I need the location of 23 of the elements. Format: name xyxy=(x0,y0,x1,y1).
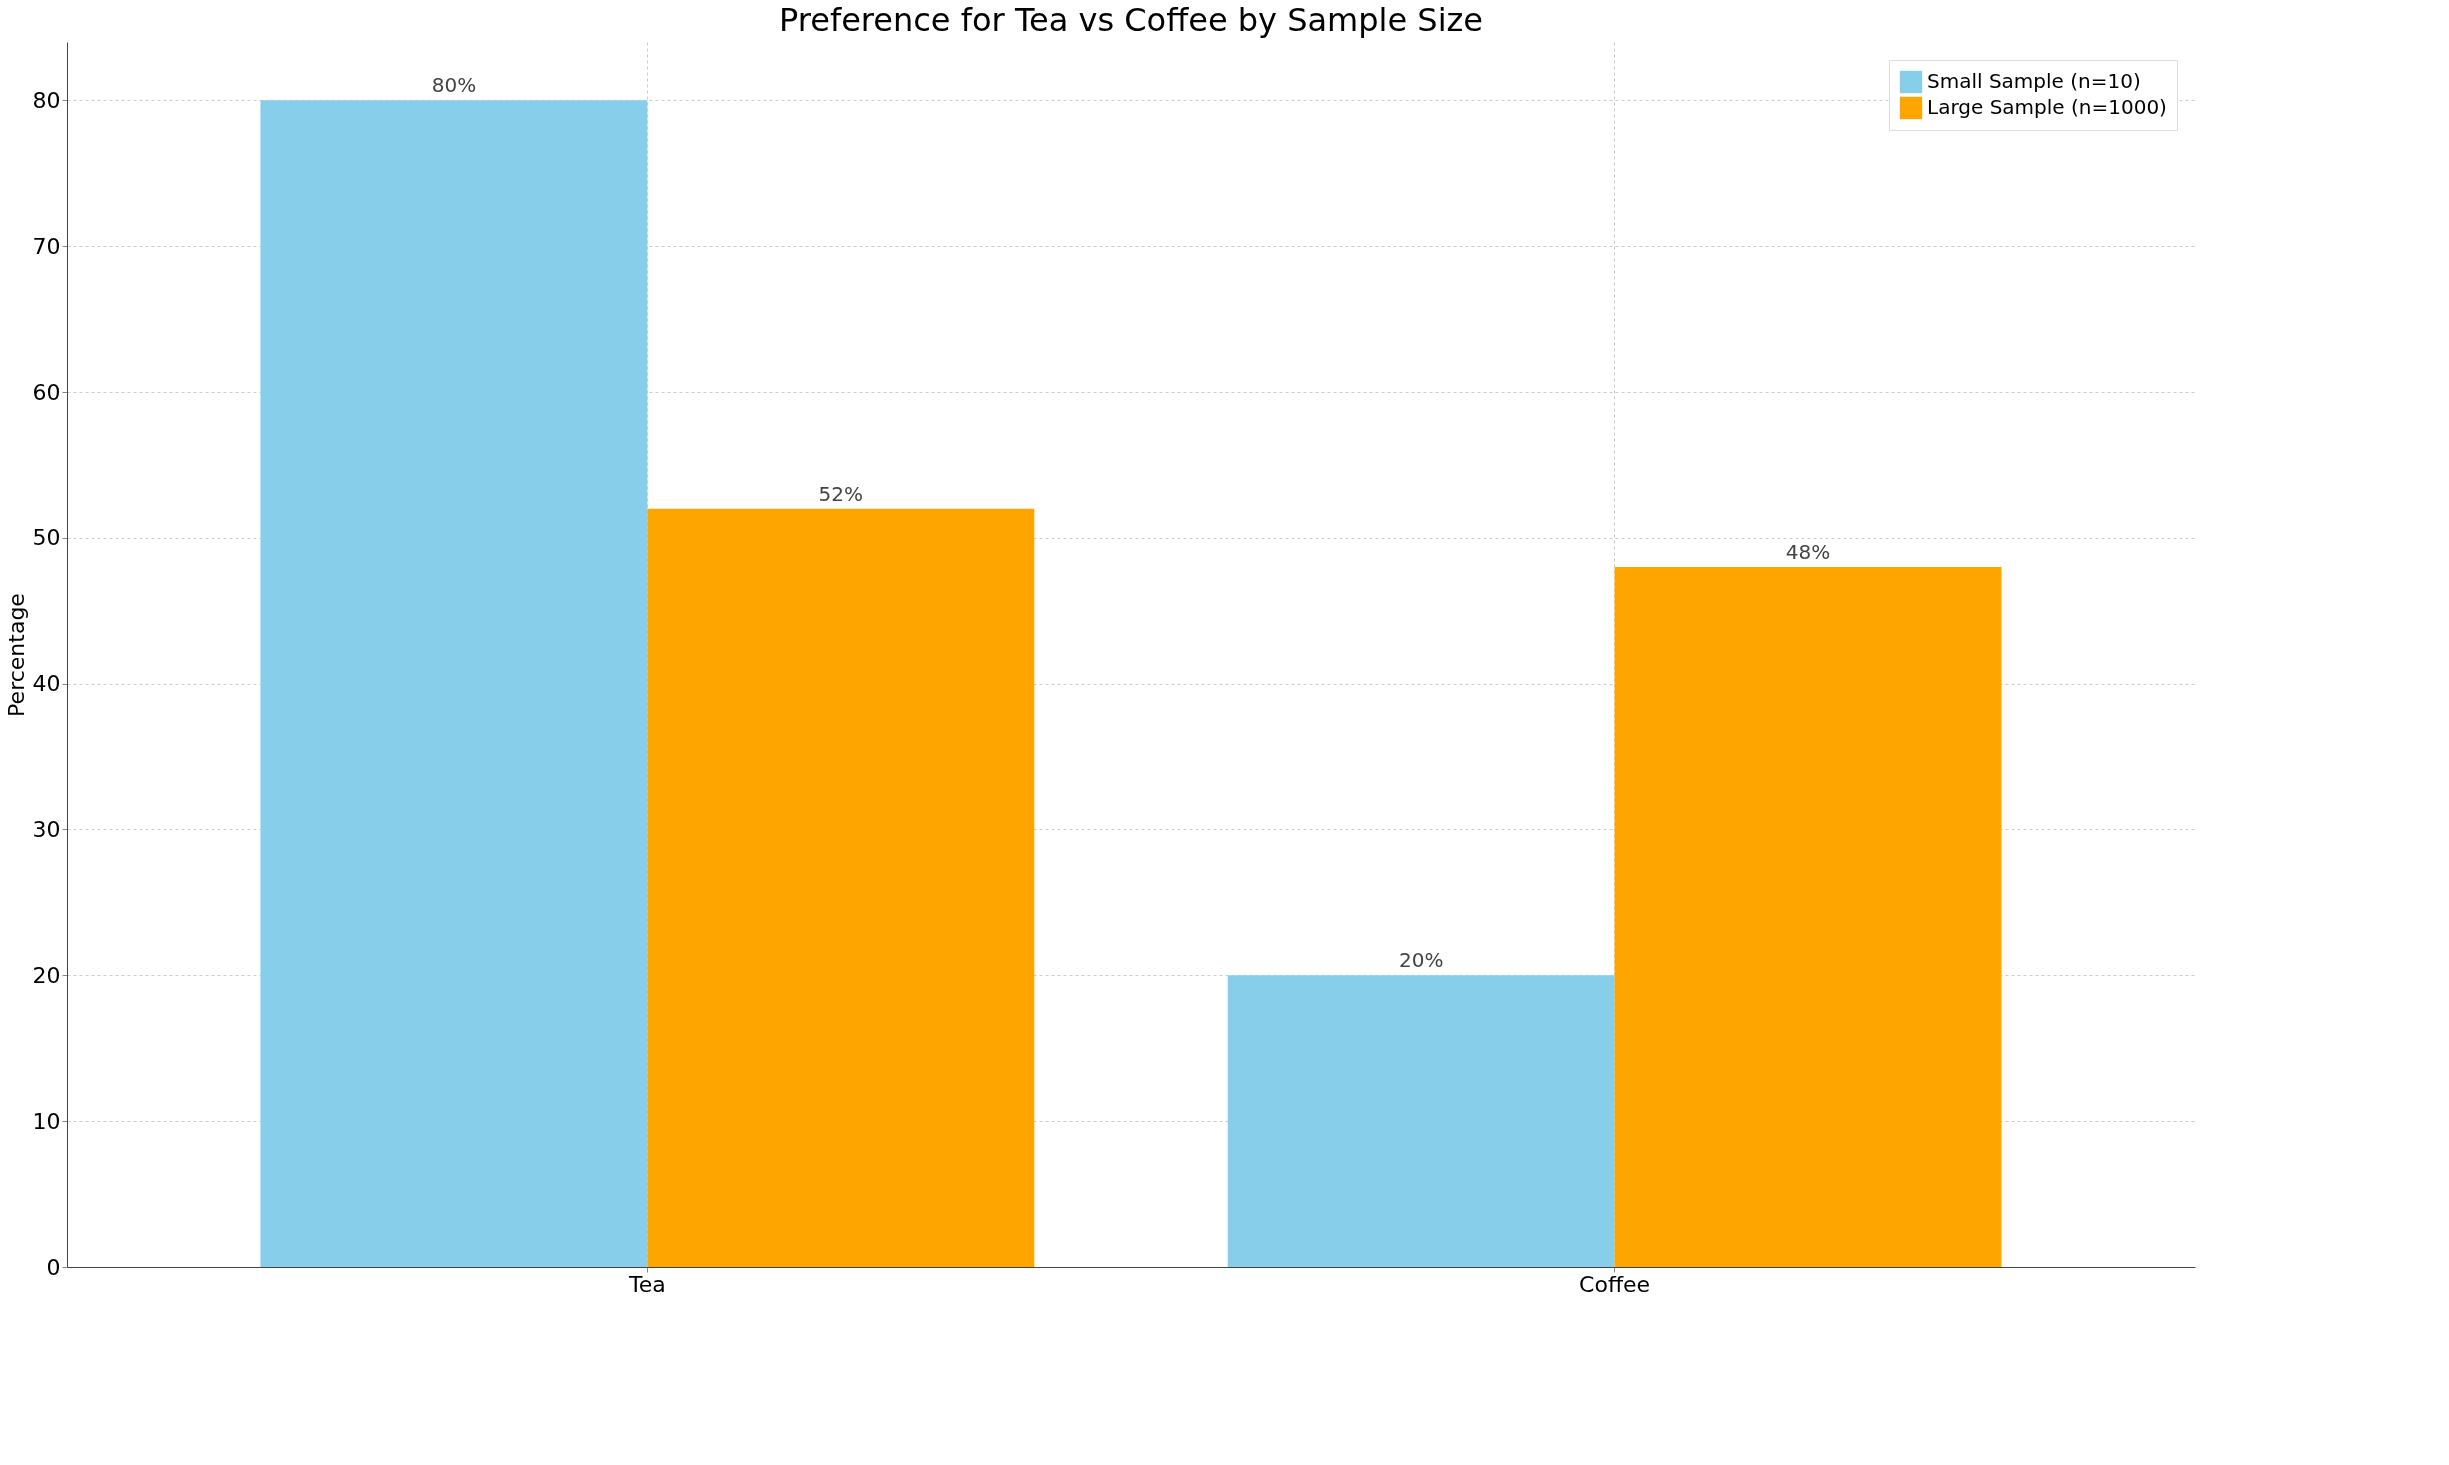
y-tick-label: 10 xyxy=(32,1108,61,1134)
y-tick-label: 60 xyxy=(32,379,61,405)
data-label: 48% xyxy=(1785,540,1831,564)
data-label: 20% xyxy=(1398,948,1444,973)
x-tick-label: Tea xyxy=(628,1271,666,1297)
y-tick-label: 40 xyxy=(32,671,61,697)
bar xyxy=(1614,567,2002,1267)
legend-label: Small Sample (n=10) xyxy=(1927,69,2141,93)
bar xyxy=(1227,975,1615,1267)
data-label: 52% xyxy=(818,481,864,506)
y-tick-label: 20 xyxy=(32,962,61,988)
y-tick-label: 80 xyxy=(32,87,61,113)
x-tick-label: Coffee xyxy=(1579,1271,1651,1297)
legend-label: Large Sample (n=1000) xyxy=(1927,95,2167,119)
y-tick-label: 50 xyxy=(32,525,61,551)
y-tick-label: 0 xyxy=(46,1254,61,1280)
chart-title: Preference for Tea vs Coffee by Sample Size xyxy=(778,1,1484,39)
bar xyxy=(647,508,1035,1267)
y-tick-label: 70 xyxy=(32,233,61,259)
y-axis-title: Percentage xyxy=(3,593,29,717)
data-label: 80% xyxy=(431,73,477,98)
bar xyxy=(260,100,648,1267)
y-tick-label: 30 xyxy=(32,817,61,842)
